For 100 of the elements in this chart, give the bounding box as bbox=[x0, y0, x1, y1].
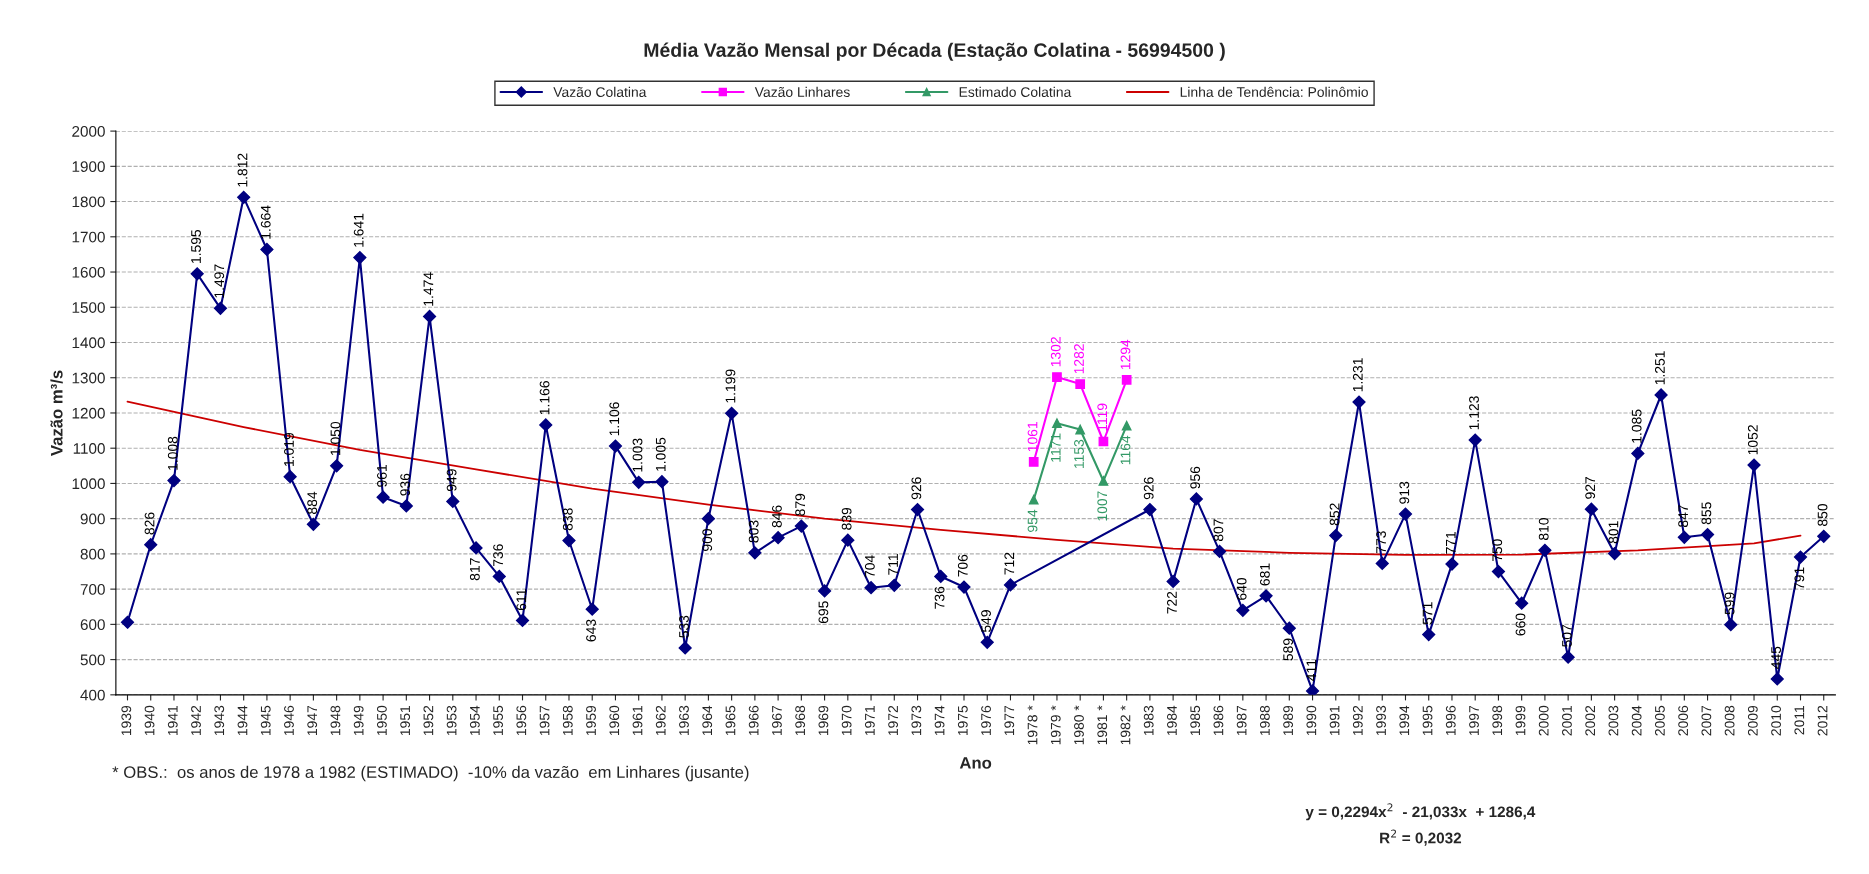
data-label: 1.664 bbox=[260, 205, 271, 239]
x-tick-label: 1961 bbox=[632, 705, 643, 736]
x-tick-label: 1954 bbox=[469, 705, 480, 736]
data-label: 773 bbox=[1376, 531, 1386, 553]
x-tick-label: 2011 bbox=[1794, 705, 1805, 735]
data-label: 507 bbox=[1562, 624, 1572, 647]
x-tick-label: 1982 * bbox=[1120, 705, 1131, 745]
x-tick-label: 1978 * bbox=[1027, 705, 1038, 745]
data-label: 826 bbox=[144, 512, 155, 535]
x-tick-label: 1999 bbox=[1515, 705, 1526, 736]
x-tick-label: 2007 bbox=[1701, 705, 1712, 736]
legend-label: Vazão Colatina bbox=[553, 86, 647, 97]
x-tick-label: 2002 bbox=[1585, 705, 1596, 736]
x-tick-label: 1946 bbox=[284, 705, 294, 736]
data-label: 704 bbox=[864, 555, 875, 578]
data-label: 817 bbox=[469, 558, 480, 581]
x-tick-label: 1974 bbox=[934, 705, 945, 736]
x-tick-label: 1971 bbox=[864, 705, 875, 736]
x-tick-label: 1986 bbox=[1213, 705, 1224, 736]
y-tick-label: 600 bbox=[80, 619, 105, 631]
x-tick-label: 1993 bbox=[1376, 705, 1386, 736]
x-tick-label: 1968 bbox=[795, 705, 806, 736]
data-label: 1.003 bbox=[632, 438, 643, 472]
data-label: 1052 bbox=[1747, 425, 1758, 455]
data-label: 926 bbox=[911, 477, 922, 500]
data-label: 706 bbox=[957, 554, 968, 577]
data-label: 1.008 bbox=[167, 436, 178, 470]
data-label: 855 bbox=[1701, 502, 1712, 525]
data-label: 807 bbox=[1213, 519, 1224, 542]
text: R$^{2}$ = 0,2032 bbox=[1380, 829, 1462, 846]
data-label: 926 bbox=[1143, 477, 1154, 500]
x-tick-label: 1998 bbox=[1492, 705, 1503, 736]
x-tick-label: 1967 bbox=[772, 705, 782, 736]
data-label: 722 bbox=[1167, 591, 1177, 614]
data-label: 736 bbox=[493, 544, 503, 567]
x-tick-label: 1955 bbox=[493, 705, 503, 736]
data-label: 711 bbox=[888, 554, 898, 575]
data-label: 956 bbox=[1190, 466, 1201, 489]
data-label: 1.595 bbox=[191, 229, 201, 264]
x-tick-label: 1985 bbox=[1190, 705, 1201, 736]
data-label: 1.199 bbox=[725, 369, 736, 403]
x-tick-label: 1972 bbox=[888, 705, 899, 736]
x-tick-label: 1995 bbox=[1422, 705, 1433, 736]
data-label: 936 bbox=[400, 473, 411, 496]
data-label: 1.812 bbox=[237, 153, 248, 187]
x-tick-label: 2004 bbox=[1631, 705, 1642, 736]
point bbox=[1121, 420, 1132, 431]
y-tick-label: 700 bbox=[80, 584, 105, 595]
x-tick-label: 1976 bbox=[981, 705, 991, 736]
data-label: 954 bbox=[1027, 509, 1038, 532]
x-tick-label: 1990 bbox=[1306, 705, 1317, 736]
y-tick-label: 800 bbox=[80, 548, 105, 560]
data-label: 599 bbox=[1724, 592, 1735, 615]
x-tick-label: 2005 bbox=[1654, 705, 1665, 736]
x-tick-label: 1948 bbox=[330, 705, 341, 736]
x-tick-label: 1956 bbox=[516, 705, 527, 736]
x-axis-title: Ano bbox=[959, 757, 992, 769]
text: y = 0,2294x$^{2}$ - 21,033x + 1286,4 bbox=[1305, 803, 1536, 821]
legend-label: Estimado Colatina bbox=[959, 86, 1072, 97]
x-tick-label: 1944 bbox=[237, 705, 248, 736]
x-tick-label: 1997 bbox=[1469, 705, 1479, 736]
x-tick-label: 1960 bbox=[609, 705, 620, 736]
data-label: 1.019 bbox=[284, 432, 294, 466]
data-label: 1294 bbox=[1120, 339, 1131, 370]
data-label: 791 bbox=[1794, 567, 1805, 590]
x-tick-label: 1942 bbox=[191, 705, 201, 736]
x-tick-label: 1983 bbox=[1143, 705, 1154, 736]
x-tick-label: 1992 bbox=[1352, 705, 1363, 736]
x-tick-label: 1975 bbox=[957, 705, 968, 736]
y-tick-label: 1500 bbox=[72, 302, 105, 313]
data-label: 411 bbox=[1306, 659, 1317, 681]
y-tick-label: 400 bbox=[80, 689, 105, 701]
y-tick-label: 1400 bbox=[72, 337, 105, 349]
data-label: 736 bbox=[934, 586, 945, 609]
x-tick-label: 2012 bbox=[1817, 705, 1828, 736]
y-axis-title: Vazão m³/s bbox=[50, 370, 63, 456]
text: * OBS.: os anos de 1978 a 1982 (ESTIMADO) -10% da vazão em Linhares (jusante) bbox=[112, 765, 749, 782]
data-label: 1302 bbox=[1050, 337, 1061, 367]
data-label: 1.474 bbox=[423, 272, 434, 306]
x-tick-label: 1980 * bbox=[1074, 705, 1084, 745]
x-tick-label: 1966 bbox=[748, 705, 759, 736]
x-tick-label: 1979 * bbox=[1050, 705, 1061, 745]
data-label: 1007 bbox=[1097, 491, 1108, 521]
point bbox=[1075, 379, 1086, 389]
data-label: 1.641 bbox=[353, 213, 364, 247]
point bbox=[1052, 372, 1062, 382]
data-label: 1164 bbox=[1120, 435, 1131, 465]
data-label: 838 bbox=[562, 508, 573, 531]
x-tick-label: 1941 bbox=[167, 705, 178, 736]
x-tick-label: 1959 bbox=[586, 705, 596, 736]
data-label: 1.123 bbox=[1469, 396, 1479, 430]
data-label: 961 bbox=[376, 464, 387, 487]
x-tick-label: 2008 bbox=[1724, 705, 1735, 736]
x-tick-label: 1994 bbox=[1399, 705, 1410, 736]
data-label: 611 bbox=[516, 589, 527, 611]
x-tick-label: 2009 bbox=[1747, 705, 1758, 736]
data-label: 643 bbox=[586, 619, 596, 642]
x-tick-label: 2010 bbox=[1771, 705, 1781, 736]
data-label: 1.085 bbox=[1631, 409, 1642, 443]
data-label: 839 bbox=[841, 507, 852, 530]
